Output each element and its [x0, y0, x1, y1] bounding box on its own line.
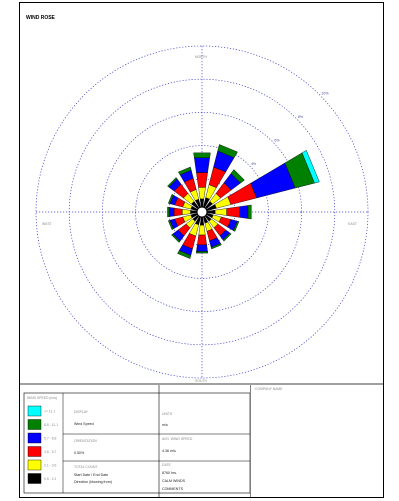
rose-segment: [196, 244, 208, 252]
rose-segment: [177, 250, 192, 259]
wind-rose-figure: WIND ROSE 2%4%6%8%10% NORTH SOUTH EAST W…: [19, 2, 384, 498]
rose-segment: [167, 177, 178, 188]
legend-swatch: [27, 446, 42, 457]
rose-bars: [167, 144, 320, 259]
legend-title: WIND SPEED (m/s): [27, 396, 57, 400]
counts-value: Start Date / End Date: [74, 473, 108, 477]
ring-label: 10%: [321, 92, 329, 96]
rose-petal-SE: [204, 214, 232, 242]
display-value: Wind Speed: [74, 422, 94, 426]
modeler-value: COMMENTS: [162, 487, 184, 491]
legend-swatch: [27, 473, 42, 484]
rose-petal-WNW: [167, 193, 198, 211]
rose-petal-E: [206, 204, 252, 220]
company-label: COMPANY NAME: [255, 387, 283, 391]
calm-value: CALM WINDS: [162, 479, 186, 483]
legend-swatch: [27, 419, 42, 430]
calm-circle: [196, 206, 208, 218]
legend-panel: WIND SPEED (m/s) >= 11.1 8.8 - 11.1 5.7 - …: [23, 385, 283, 498]
rose-petal-N: [193, 152, 211, 208]
ring-label: 8%: [298, 115, 304, 119]
rose-segment: [217, 144, 238, 158]
rose-segment: [301, 150, 320, 184]
compass-east-label: EAST: [348, 222, 357, 226]
rose-petal-W: [167, 206, 198, 218]
orientation-value: 0.50%: [74, 451, 85, 455]
legend-swatch: [27, 405, 42, 417]
rose-petal-NNW: [178, 166, 201, 208]
counts-label: TOTAL COUNT: [74, 465, 97, 469]
rose-segment: [182, 208, 191, 216]
rose-segment: [167, 220, 174, 231]
rose-petal-NNE: [203, 144, 238, 208]
rose-petal-SSE: [203, 216, 222, 250]
rose-title: WIND ROSE: [26, 15, 56, 21]
rose-segment: [193, 152, 211, 158]
rose-segment: [196, 172, 208, 188]
rose-segment: [167, 193, 174, 204]
legend-bin-label: 8.8 - 11.1: [44, 423, 58, 427]
rose-segment: [230, 169, 245, 184]
rose-petal-NW: [167, 177, 200, 210]
legend-swatches: >= 11.1 8.8 - 11.1 5.7 - 8.8 3.6 - 5.7 2.1 -…: [27, 405, 58, 484]
rose-segment: [167, 206, 170, 218]
rose-petal-NE: [204, 169, 245, 210]
rose-petal-SSW: [177, 216, 201, 259]
rose-segment: [239, 205, 249, 219]
avg-label: AVG. WIND SPEED: [162, 437, 193, 441]
legend-swatch: [27, 432, 42, 444]
rose-segment: [173, 207, 183, 217]
rose-segment: [210, 243, 222, 250]
compass-west-label: WEST: [42, 222, 52, 226]
legend-bin-label: 3.6 - 5.7: [44, 450, 57, 454]
project-value: 8760 hrs.: [162, 471, 177, 475]
model-value: Direction (blowing from): [74, 480, 112, 484]
rose-petal-WSW: [167, 213, 198, 231]
ring-label: 6%: [274, 139, 280, 143]
compass-south-label: SOUTH: [195, 379, 207, 383]
compass-north-label: NORTH: [195, 55, 208, 59]
rose-segment: [226, 206, 241, 218]
legend-bin-label: 2.1 - 3.6: [44, 464, 57, 468]
date-label: DATE: [162, 463, 172, 467]
rose-petal-ENE: [206, 150, 320, 211]
rose-petal-S: [195, 216, 209, 254]
ring-label: 4%: [251, 162, 257, 166]
rose-segment: [247, 204, 252, 220]
rose-segment: [195, 251, 209, 254]
rose-segment: [233, 220, 240, 232]
units-label: UNITS: [162, 412, 173, 416]
legend-swatch: [27, 459, 42, 471]
rose-segment: [171, 233, 181, 243]
display-label: DISPLAY: [74, 410, 89, 414]
notes-box: [250, 385, 251, 498]
rose-segment: [197, 234, 207, 246]
avg-value: 4.36 m/s: [162, 449, 176, 453]
rose-segment: [194, 157, 210, 173]
orientation-label: ORIENTATION: [74, 439, 97, 443]
rose-petal-ESE: [206, 213, 240, 232]
legend-bin-label: >= 11.1: [44, 410, 55, 414]
rose-segment: [178, 166, 192, 176]
grid-ring: [35, 45, 369, 379]
rose-segment: [222, 232, 232, 242]
wind-rose-sheet: WIND ROSE 2%4%6%8%10% NORTH SOUTH EAST W…: [19, 2, 384, 498]
rose-segment: [168, 207, 175, 217]
legend-bin-label: 0.5 - 2.1: [44, 477, 57, 481]
legend-bin-label: 5.7 - 8.8: [44, 437, 57, 441]
units-value: m/s: [162, 423, 168, 427]
